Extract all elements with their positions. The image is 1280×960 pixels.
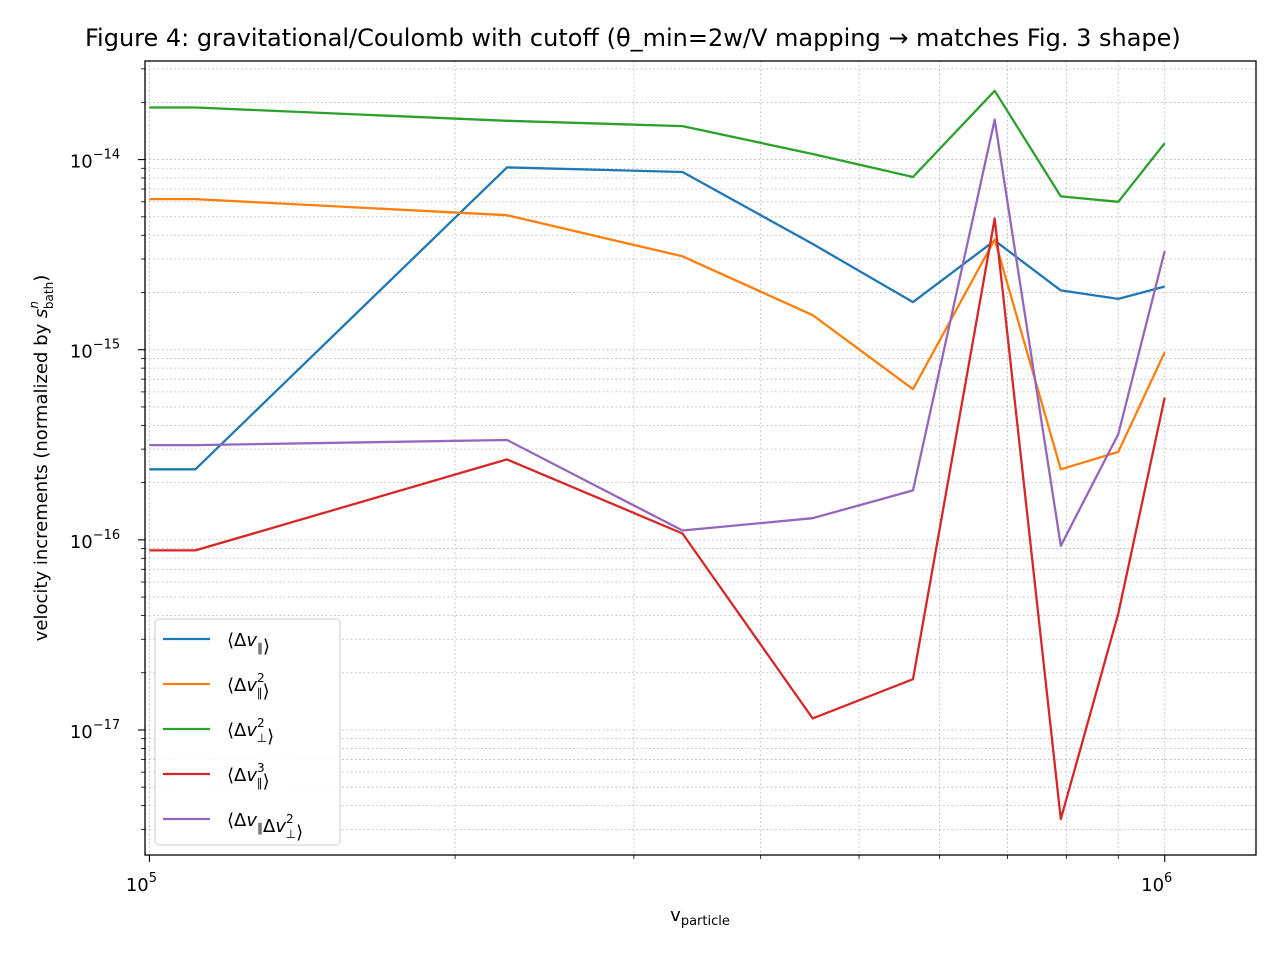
legend-label-delta: Δ [263, 816, 276, 837]
series-line-5 [149, 118, 1166, 547]
legend-label-sub: ∥ [257, 776, 263, 790]
legend-label: ⟨Δv∥⟩ [227, 630, 270, 657]
series-layer [149, 89, 1166, 821]
legend-label: ⟨Δv3 ∥⟩ [227, 761, 270, 792]
y-axis-label-base: s [31, 309, 52, 318]
legend-label-sup: 2 [286, 812, 294, 826]
legend-label-var: v [246, 630, 257, 651]
legend-label-var: v [246, 675, 257, 696]
legend-label-delta: ⟨Δ [227, 675, 247, 696]
y-tick-label-base: 10 [70, 722, 93, 743]
y-tick-label-base: 10 [70, 152, 93, 173]
x-tick-label-base: 10 [1141, 875, 1164, 896]
x-tick-label-exp: 5 [149, 871, 157, 886]
legend-label-sub: ∥ [257, 641, 263, 655]
plot-frame [144, 60, 1257, 856]
legend-label-sub: ⊥ [286, 827, 296, 841]
y-tick-label: 10−15 [70, 338, 120, 363]
legend-label-close: ⟩ [267, 726, 274, 747]
series-line-2 [149, 197, 1166, 471]
legend-label-close: ⟩ [263, 636, 270, 657]
legend-label-sub: ∥ [257, 821, 263, 835]
legend-label-close: ⟩ [296, 822, 303, 843]
x-tick-label: 105 [126, 871, 157, 896]
legend-label-delta: ⟨Δ [227, 810, 247, 831]
series-line-1 [149, 166, 1165, 471]
x-tick-label-base: 10 [126, 875, 149, 896]
x-axis-label-base: v [670, 905, 681, 926]
x-tick-label: 106 [1141, 871, 1172, 896]
legend-label-var: v [246, 765, 257, 786]
legend-label: ⟨Δv2 ⊥⟩ [227, 716, 274, 747]
legend-label-sub: ∥ [257, 686, 263, 700]
legend: ⟨Δv∥⟩⟨Δv2 ∥⟩⟨Δv2 ⊥⟩⟨Δv3 ∥⟩⟨Δv∥Δv2 ⊥⟩ [154, 618, 341, 846]
legend-label: ⟨Δv2 ∥⟩ [227, 671, 270, 702]
x-axis-label: vparticle [670, 905, 730, 929]
y-tick-label-base: 10 [70, 532, 93, 553]
y-axis-label-prefix: velocity increments (normalized by [31, 318, 52, 641]
y-tick-label-exp: −15 [93, 338, 120, 353]
y-tick-label: 10−16 [70, 528, 120, 553]
legend-label-sup: 3 [257, 761, 265, 775]
legend-label-delta: ⟨Δ [227, 630, 247, 651]
y-axis-label-suffix: ) [31, 275, 52, 282]
chart-title: Figure 4: gravitational/Coulomb with cut… [85, 24, 1181, 52]
series-line-3 [149, 89, 1166, 203]
legend-label-sup: 2 [257, 671, 265, 685]
y-axis-label-sup: n [27, 301, 41, 309]
y-axis-label-sub: bath [42, 282, 56, 309]
y-tick-label: 10−17 [70, 718, 120, 743]
legend-label-var: v [246, 720, 257, 741]
legend-label: ⟨Δv∥Δv2 ⊥⟩ [227, 810, 303, 843]
legend-label-var: v [275, 816, 286, 837]
legend-label-sub: ⊥ [257, 731, 267, 745]
y-axis-label: velocity increments (normalized by snbat… [27, 275, 56, 642]
legend-label-var: v [246, 810, 257, 831]
x-tick-label-exp: 6 [1164, 871, 1172, 886]
series-line-4 [149, 217, 1166, 821]
x-axis-label-sub: particle [681, 914, 730, 929]
legend-label-delta: ⟨Δ [227, 765, 247, 786]
legend-box [154, 618, 341, 846]
y-tick-label-exp: −16 [93, 528, 120, 543]
legend-label-sup: 2 [257, 716, 265, 730]
legend-label-close: ⟩ [263, 681, 270, 702]
y-tick-label-base: 10 [70, 342, 93, 363]
y-tick-label-exp: −14 [93, 148, 120, 163]
legend-label-delta: ⟨Δ [227, 720, 247, 741]
y-tick-label-exp: −17 [93, 718, 120, 733]
y-tick-label: 10−14 [70, 148, 120, 173]
legend-label-close: ⟩ [263, 771, 270, 792]
